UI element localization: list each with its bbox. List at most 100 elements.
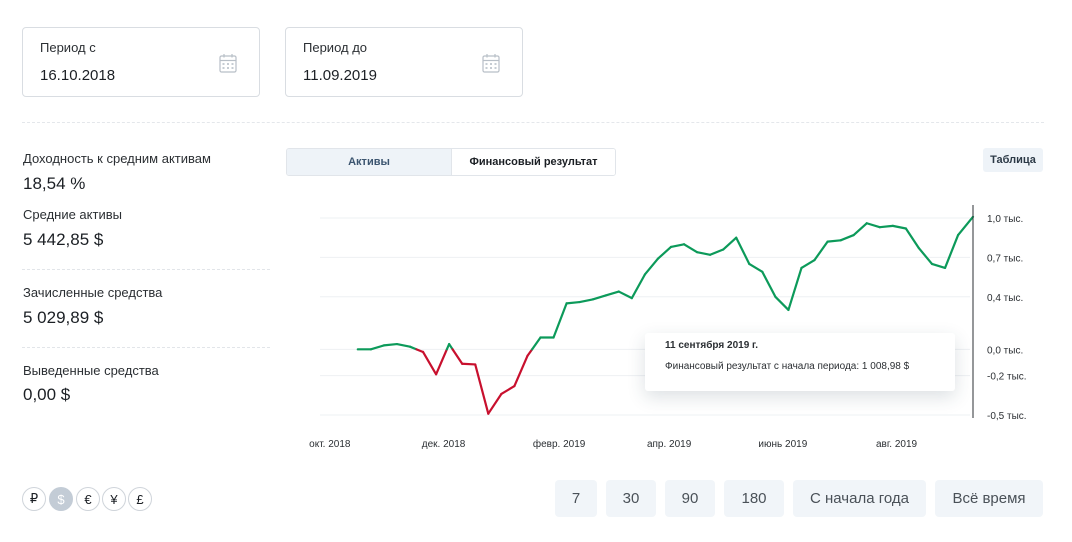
- tab-financial-result[interactable]: Финансовый результат: [452, 149, 615, 175]
- currency-dollar-button[interactable]: $: [49, 487, 73, 511]
- period-7-button[interactable]: 7: [555, 480, 597, 517]
- ruble-icon: ₽: [29, 491, 39, 506]
- series-segment: [451, 348, 464, 365]
- series-segment: [421, 350, 438, 376]
- calendar-icon[interactable]: [219, 53, 237, 73]
- deposited-funds-value: 5 029,89 $: [23, 308, 104, 327]
- series-segment: [904, 227, 921, 250]
- x-tick-label: окт. 2018: [309, 439, 351, 450]
- series-segment: [865, 222, 881, 229]
- y-tick-label: -0,2 тыс.: [987, 372, 1027, 383]
- series-segment: [695, 251, 712, 256]
- series-segment: [656, 245, 673, 260]
- series-segment: [748, 262, 764, 273]
- period-ytd-button[interactable]: С начала года: [793, 480, 926, 517]
- calendar-icon[interactable]: [482, 53, 500, 73]
- series-segment: [415, 348, 425, 354]
- series-segment: [604, 290, 620, 297]
- series-segment: [643, 257, 660, 276]
- currency-yen-button[interactable]: ¥: [102, 487, 126, 511]
- y-tick-label: 0,4 тыс.: [987, 293, 1023, 304]
- series-segment: [930, 262, 947, 270]
- average-assets-value: 5 442,85 $: [23, 230, 104, 249]
- series-segment: [682, 243, 699, 254]
- tab-assets[interactable]: Активы: [287, 149, 452, 175]
- currency-euro-button[interactable]: €: [76, 487, 100, 511]
- series-segment: [395, 342, 412, 348]
- return-on-assets-label: Доходность к средним активам: [23, 151, 211, 166]
- series-segment: [839, 233, 855, 242]
- deposited-funds-label: Зачисленные средства: [23, 285, 163, 300]
- period-from-value[interactable]: 16.10.2018: [40, 67, 116, 84]
- period-to-label: Период до: [303, 40, 368, 55]
- series-segment: [774, 295, 790, 312]
- y-tick-label: 0,7 тыс.: [987, 253, 1023, 264]
- withdrawn-funds-value: 0,00 $: [23, 385, 71, 404]
- yen-icon: ¥: [110, 491, 118, 507]
- period-all-time-button[interactable]: Всё время: [935, 480, 1043, 517]
- series-segment: [617, 290, 633, 300]
- series-segment: [578, 298, 594, 304]
- chart-tooltip: 11 сентября 2019 г. Финансовый результат…: [645, 333, 955, 391]
- series-segment: [382, 342, 399, 347]
- average-assets-label: Средние активы: [23, 207, 122, 222]
- series-segment: [487, 392, 503, 415]
- euro-icon: €: [84, 491, 92, 507]
- series-segment: [531, 336, 542, 351]
- period-90-button[interactable]: 90: [665, 480, 715, 517]
- period-to-value[interactable]: 11.09.2019: [303, 67, 377, 84]
- series-segment: [408, 345, 418, 351]
- series-segment: [448, 342, 454, 351]
- x-tick-label: июнь 2019: [758, 439, 807, 450]
- series-segment: [813, 240, 829, 262]
- series-segment: [461, 362, 477, 366]
- series-segment: [761, 270, 777, 298]
- metric-divider: [22, 347, 270, 348]
- table-view-button[interactable]: Таблица: [983, 148, 1043, 172]
- period-to-field[interactable]: Период до 11.09.2019: [285, 27, 523, 97]
- currency-pound-button[interactable]: £: [128, 487, 152, 511]
- series-segment: [787, 266, 803, 312]
- series-segment: [956, 215, 975, 237]
- x-tick-label: дек. 2018: [422, 439, 466, 450]
- series-segment: [709, 248, 725, 256]
- tooltip-date: 11 сентября 2019 г.: [665, 340, 758, 351]
- period-from-label: Период с: [40, 40, 96, 55]
- series-segment: [669, 243, 686, 248]
- currency-ruble-button[interactable]: ₽: [22, 487, 46, 511]
- series-segment: [722, 236, 738, 251]
- withdrawn-funds-label: Выведенные средства: [23, 363, 159, 378]
- period-180-button[interactable]: 180: [724, 480, 784, 517]
- period-30-button[interactable]: 30: [606, 480, 656, 517]
- series-segment: [474, 363, 490, 415]
- series-segment: [513, 354, 529, 388]
- dollar-icon: $: [57, 491, 65, 507]
- series-segment: [591, 294, 607, 301]
- series-segment: [552, 302, 568, 339]
- series-segment: [943, 233, 960, 270]
- y-tick-label: 1,0 тыс.: [987, 214, 1023, 225]
- series-segment: [445, 342, 451, 351]
- series-segment: [917, 247, 934, 266]
- period-from-field[interactable]: Период с 16.10.2018: [22, 27, 260, 97]
- x-tick-label: апр. 2019: [647, 439, 692, 450]
- series-segment: [852, 222, 868, 237]
- series-segment: [826, 239, 842, 243]
- chart-tabs: Активы Финансовый результат: [286, 148, 616, 176]
- metric-divider: [22, 269, 270, 270]
- series-segment: [800, 258, 816, 270]
- series-segment: [565, 300, 581, 305]
- pound-icon: £: [136, 491, 144, 507]
- section-divider: [22, 122, 1044, 123]
- series-segment: [434, 348, 448, 376]
- x-tick-label: февр. 2019: [533, 438, 586, 450]
- return-on-assets-value: 18,54 %: [23, 174, 86, 193]
- tooltip-text: Финансовый результат с начала периода: 1…: [665, 361, 910, 372]
- series-segment: [500, 385, 516, 396]
- series-segment: [891, 224, 907, 230]
- series-segment: [735, 236, 751, 266]
- series-segment: [878, 224, 894, 229]
- series-segment: [526, 348, 534, 357]
- series-segment: [630, 273, 646, 300]
- y-tick-label: 0,0 тыс.: [987, 345, 1023, 356]
